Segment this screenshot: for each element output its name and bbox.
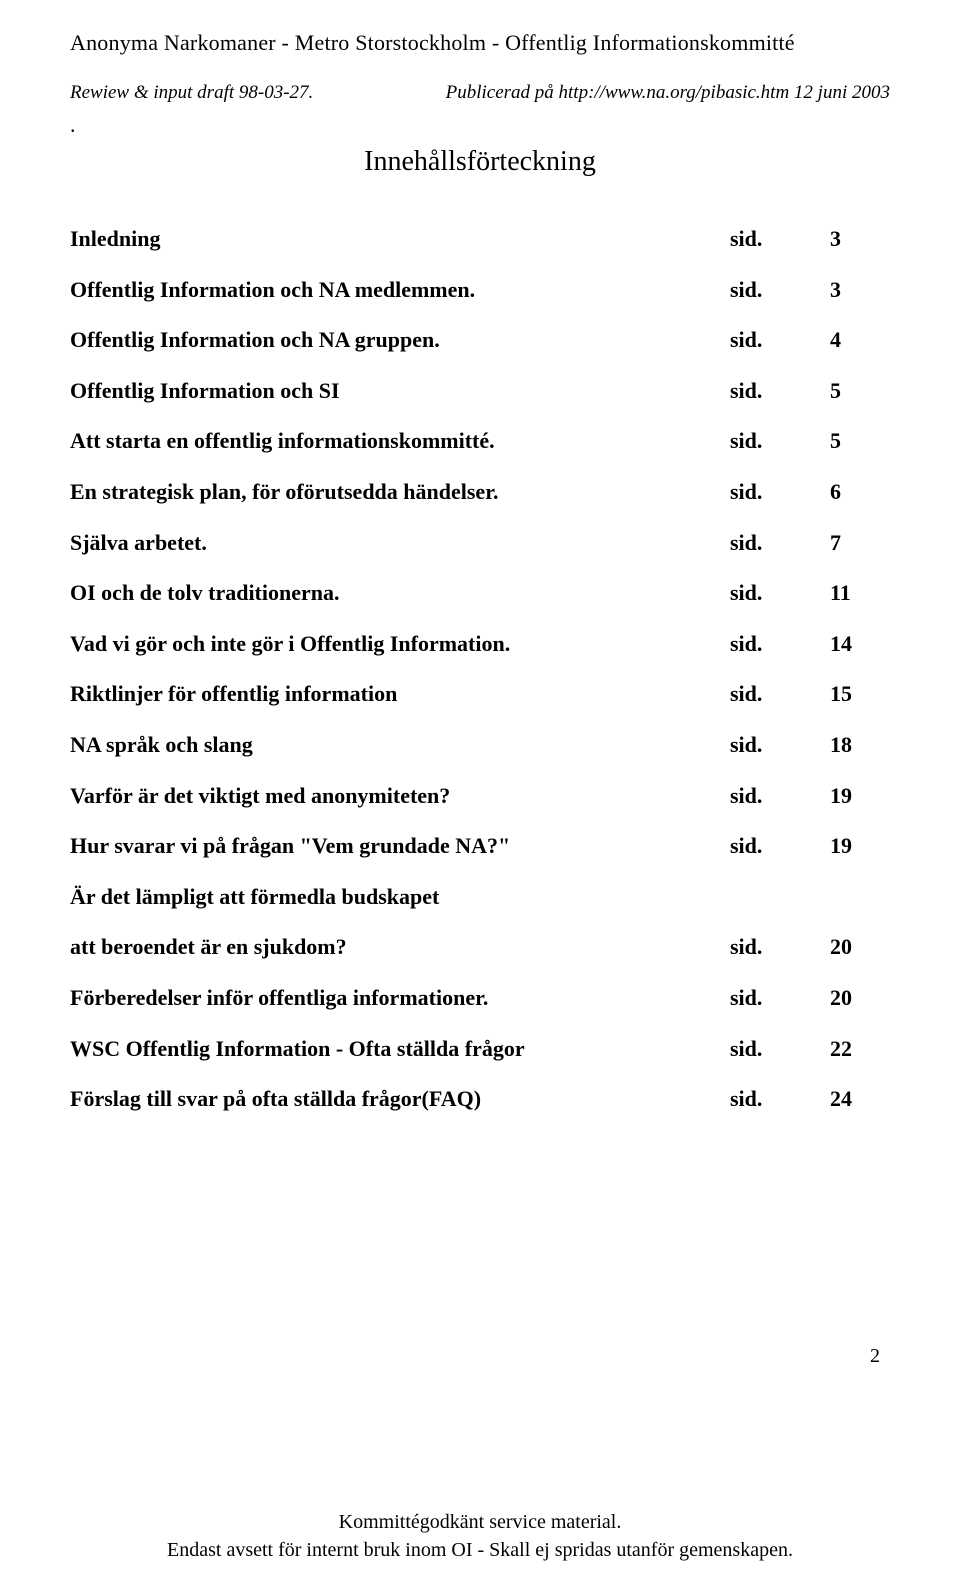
toc-sid-label: sid. <box>730 720 830 771</box>
toc-sid-label: sid. <box>730 467 830 518</box>
toc-sid-label: sid. <box>730 973 830 1024</box>
page-number: 2 <box>870 1345 880 1368</box>
toc-entry-title: En strategisk plan, för oförutsedda händ… <box>70 467 730 518</box>
toc-entry-page: 4 <box>830 315 890 366</box>
toc-entry-title: Inledning <box>70 214 730 265</box>
toc-sid-label: sid. <box>730 214 830 265</box>
toc-row: Inledning sid. 3 <box>70 214 890 265</box>
toc-entry-page: 20 <box>830 973 890 1024</box>
toc-entry-page: 19 <box>830 771 890 822</box>
footer-line-1: Kommittégodkänt service material. <box>0 1508 960 1536</box>
toc-entry-title: Riktlinjer för offentlig information <box>70 669 730 720</box>
subhead-right: Publicerad på http://www.na.org/pibasic.… <box>446 82 890 104</box>
toc-entry-page: 24 <box>830 1074 890 1125</box>
toc-entry-page: 6 <box>830 467 890 518</box>
toc-sid-label: sid. <box>730 669 830 720</box>
toc-entry-page: 5 <box>830 416 890 467</box>
toc-sid-label: sid. <box>730 1074 830 1125</box>
toc-entry-page: 5 <box>830 366 890 417</box>
toc-row: Att starta en offentlig informationskomm… <box>70 416 890 467</box>
toc-entry-page: 22 <box>830 1024 890 1075</box>
toc-sid-label: sid. <box>730 416 830 467</box>
document-page: Anonyma Narkomaner - Metro Storstockholm… <box>0 0 960 1588</box>
header-line: Anonyma Narkomaner - Metro Storstockholm… <box>70 30 890 56</box>
subhead-row: Rewiew & input draft 98-03-27. Publicera… <box>70 82 890 104</box>
toc-sid-label: sid. <box>730 265 830 316</box>
toc-sid-label: sid. <box>730 922 830 973</box>
toc-row: WSC Offentlig Information - Ofta ställda… <box>70 1024 890 1075</box>
toc-row: Offentlig Information och NA medlemmen. … <box>70 265 890 316</box>
toc-row: Förslag till svar på ofta ställda frågor… <box>70 1074 890 1125</box>
toc-sid-label: sid. <box>730 568 830 619</box>
toc-entry-title: Offentlig Information och NA gruppen. <box>70 315 730 366</box>
toc-row: Förberedelser inför offentliga informati… <box>70 973 890 1024</box>
table-of-contents: Inledning sid. 3 Offentlig Information o… <box>70 214 890 1125</box>
footer-line-2: Endast avsett för internt bruk inom OI -… <box>0 1536 960 1564</box>
toc-entry-title: OI och de tolv traditionerna. <box>70 568 730 619</box>
toc-sid-label: sid. <box>730 518 830 569</box>
toc-row: Offentlig Information och NA gruppen. si… <box>70 315 890 366</box>
toc-entry-page: 19 <box>830 821 890 872</box>
toc-entry-title: Själva arbetet. <box>70 518 730 569</box>
toc-entry-page: 11 <box>830 568 890 619</box>
toc-entry-page: 3 <box>830 265 890 316</box>
toc-row: NA språk och slang sid. 18 <box>70 720 890 771</box>
toc-row: OI och de tolv traditionerna. sid. 11 <box>70 568 890 619</box>
toc-entry-page: 14 <box>830 619 890 670</box>
toc-entry-title: Vad vi gör och inte gör i Offentlig Info… <box>70 619 730 670</box>
toc-row: En strategisk plan, för oförutsedda händ… <box>70 467 890 518</box>
toc-row: Hur svarar vi på frågan "Vem grundade NA… <box>70 821 890 872</box>
toc-entry-title: Förslag till svar på ofta ställda frågor… <box>70 1074 730 1125</box>
toc-entry-title: Offentlig Information och SI <box>70 366 730 417</box>
toc-entry-title: Att starta en offentlig informationskomm… <box>70 416 730 467</box>
toc-row: Är det lämpligt att förmedla budskapet <box>70 872 890 923</box>
toc-row: att beroendet är en sjukdom? sid. 20 <box>70 922 890 973</box>
toc-entry-title: att beroendet är en sjukdom? <box>70 922 730 973</box>
toc-sid-label: sid. <box>730 619 830 670</box>
toc-sid-label: sid. <box>730 1024 830 1075</box>
toc-entry-title: Förberedelser inför offentliga informati… <box>70 973 730 1024</box>
toc-entry-title: Varför är det viktigt med anonymiteten? <box>70 771 730 822</box>
toc-entry-page: 15 <box>830 669 890 720</box>
toc-row: Offentlig Information och SI sid. 5 <box>70 366 890 417</box>
footer: Kommittégodkänt service material. Endast… <box>0 1508 960 1564</box>
toc-row: Vad vi gör och inte gör i Offentlig Info… <box>70 619 890 670</box>
toc-entry-page: 18 <box>830 720 890 771</box>
toc-entry-title: WSC Offentlig Information - Ofta ställda… <box>70 1024 730 1075</box>
subhead-left: Rewiew & input draft 98-03-27. <box>70 82 313 104</box>
toc-entry-page: 20 <box>830 922 890 973</box>
toc-row: Riktlinjer för offentlig information sid… <box>70 669 890 720</box>
toc-sid-label: sid. <box>730 315 830 366</box>
toc-sid-label: sid. <box>730 366 830 417</box>
toc-entry-title: Offentlig Information och NA medlemmen. <box>70 265 730 316</box>
toc-entry-page: 7 <box>830 518 890 569</box>
toc-entry-title: Hur svarar vi på frågan "Vem grundade NA… <box>70 821 730 872</box>
toc-sid-label: sid. <box>730 771 830 822</box>
toc-entry-page: 3 <box>830 214 890 265</box>
toc-entry-title: Är det lämpligt att förmedla budskapet <box>70 872 730 923</box>
toc-row: Själva arbetet. sid. 7 <box>70 518 890 569</box>
leading-dot: . <box>70 112 890 138</box>
toc-sid-label: sid. <box>730 821 830 872</box>
toc-entry-title: NA språk och slang <box>70 720 730 771</box>
toc-row: Varför är det viktigt med anonymiteten? … <box>70 771 890 822</box>
toc-title: Innehållsförteckning <box>70 146 890 178</box>
